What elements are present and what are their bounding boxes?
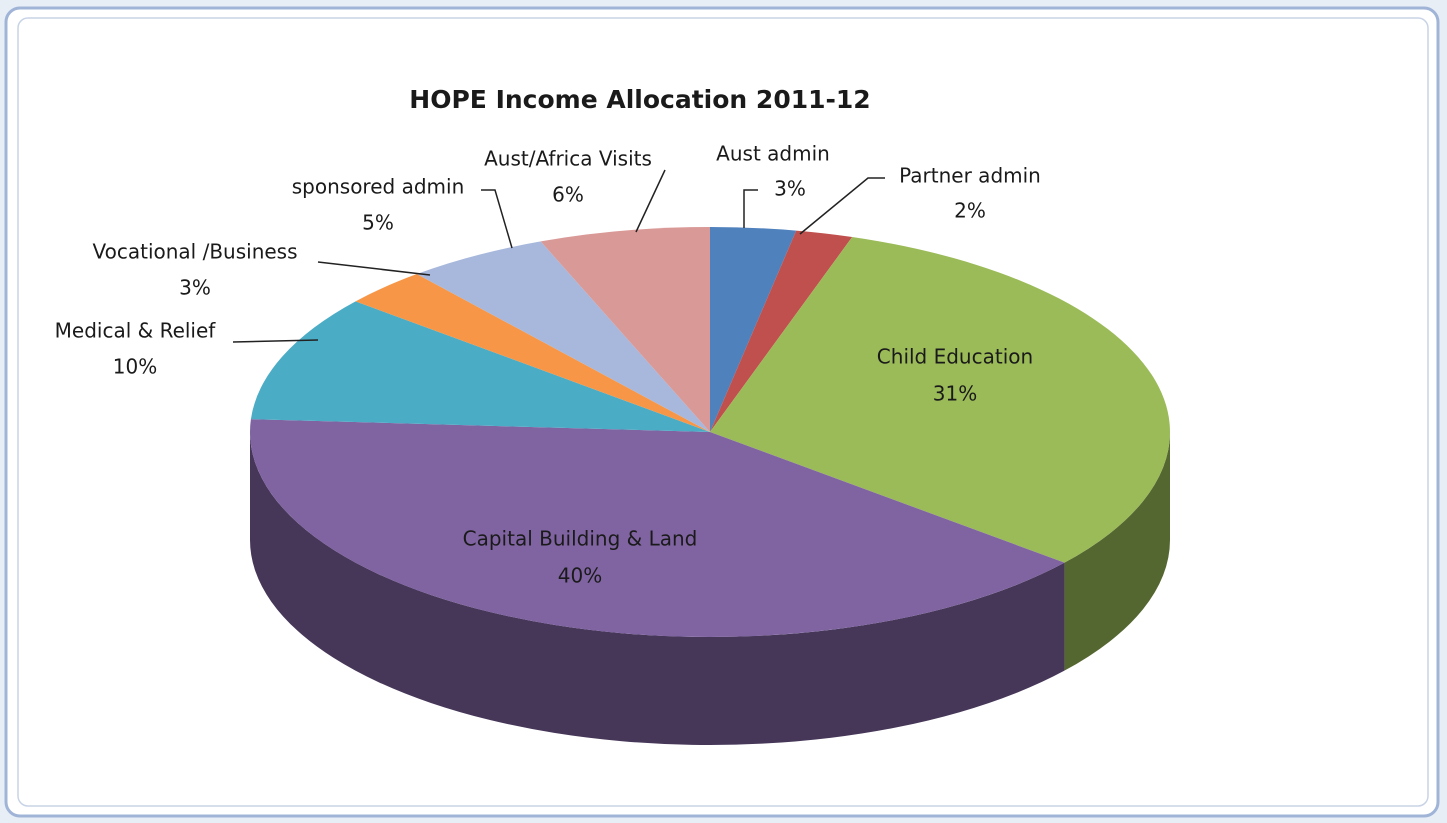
slice-label: Child Education [877,345,1033,369]
slice-label: Capital Building & Land [463,527,698,551]
slice-label: Vocational /Business [92,240,297,264]
slice-value-label: 5% [362,211,394,235]
leader-line [635,169,666,233]
pie-slice-side [250,432,1065,745]
pie-slice [710,230,853,432]
chart-title: HOPE Income Allocation 2011-12 [409,85,870,114]
leader-line [799,177,885,235]
slice-label: Medical & Relief [55,319,217,343]
leader-line [743,189,758,228]
leader-line [232,339,319,343]
slice-value-label: 40% [558,564,602,588]
leader-line [317,261,431,276]
pie-slice [710,227,797,432]
slice-value-label: 31% [933,382,977,406]
slice-label: Aust/Africa Visits [484,147,652,171]
pie [249,227,1170,745]
slice-value-label: 3% [774,177,806,201]
slice-value-label: 10% [113,355,157,379]
slice-value-label: 2% [954,199,986,223]
leader-line [481,189,513,249]
pie-slice [710,237,1170,563]
leader-lines [232,169,885,343]
slice-label: sponsored admin [292,175,465,199]
pie-slice [250,301,710,432]
pie-slice [355,274,710,432]
pie-slice [540,227,710,432]
slice-value-label: 6% [552,183,584,207]
slice-label: Partner admin [899,164,1041,188]
slice-label: Aust admin [716,142,830,166]
pie-slice [249,419,1065,637]
pie-slice [416,241,710,432]
pie-slice-side [1064,432,1170,671]
slice-value-label: 3% [179,276,211,300]
